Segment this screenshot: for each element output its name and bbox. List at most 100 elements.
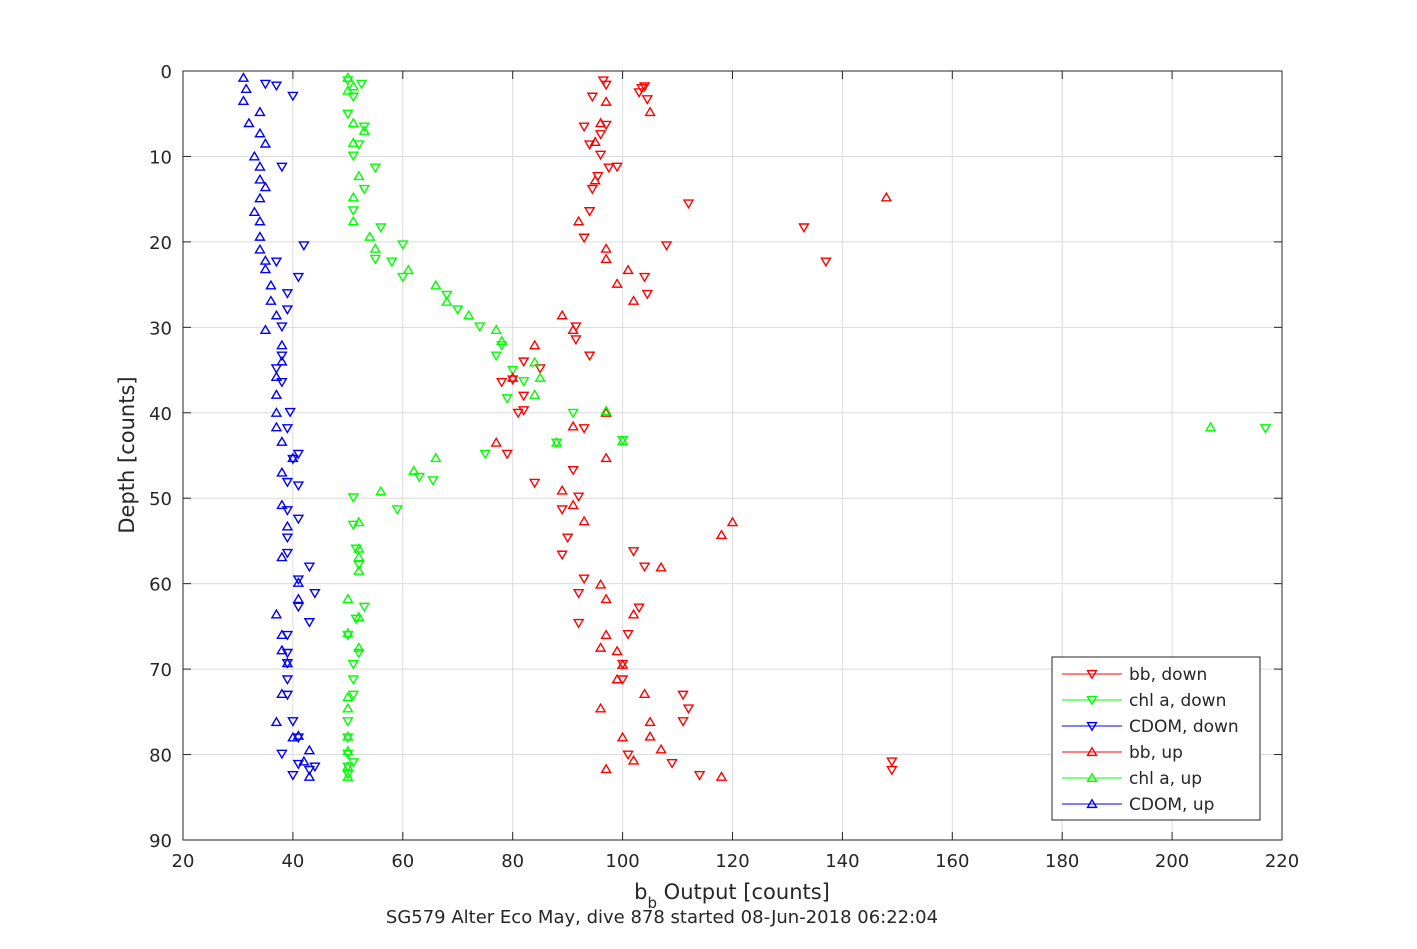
data-point [303,771,316,781]
data-point [292,593,305,604]
data-point [567,408,579,419]
y-tick-label: 10 [149,147,172,168]
data-point [303,562,316,573]
data-point [556,484,568,495]
data-point [644,716,656,727]
data-point [347,758,360,768]
data-point [281,289,294,299]
data-point [655,561,667,572]
data-point [276,322,288,333]
data-point [303,765,316,776]
data-point [342,760,354,771]
data-point [600,593,612,604]
x-tick-label: 200 [1155,851,1189,872]
data-point [240,83,252,94]
legend-entry: CDOM, down [1062,717,1239,737]
data-point [342,717,354,727]
data-point [578,574,590,585]
data-point [270,716,283,727]
data-point [490,437,502,447]
data-point [600,243,612,253]
data-point [353,642,365,652]
data-point [413,472,426,483]
data-point [254,231,266,241]
data-point [567,465,579,476]
legend-marker [1086,746,1098,757]
legend-box [1051,656,1261,821]
series-2 [259,79,321,781]
data-point [726,516,739,527]
data-point [567,499,579,510]
legend-entry: chl a, down [1062,691,1226,711]
data-point [281,506,294,516]
x-axis-label: bb Output [counts] [634,880,830,912]
data-point [281,477,294,488]
data-point [561,533,574,544]
x-axis-label-main: b [634,880,647,904]
legend-entry: chl a, up [1062,769,1202,789]
x-tick-label: 180 [1045,851,1079,872]
y-tick-label: 90 [149,831,172,852]
data-point [281,520,294,531]
data-point [342,109,354,120]
data-point [237,72,250,82]
data-point [594,642,607,652]
data-point [276,551,288,562]
data-point [270,407,283,417]
data-point [342,691,354,702]
data-point [265,279,277,290]
series-5 [237,72,316,781]
data-point [430,452,442,463]
data-point [490,351,502,362]
data-point [281,424,294,434]
data-point [347,659,360,670]
data-point [248,150,261,161]
data-point [375,485,387,496]
y-axis-label: Depth [counts] [115,376,139,533]
data-point [276,377,288,388]
data-point [616,659,629,669]
data-point [287,717,299,727]
data-point [298,241,310,251]
data-point [292,575,305,586]
data-point [276,499,288,510]
data-point [347,191,360,202]
y-tick-label: 60 [149,575,172,596]
legend-marker [1086,798,1098,809]
data-point [578,515,590,526]
data-point [347,92,360,103]
data-point [512,408,524,419]
data-point [600,407,612,417]
data-point [270,81,283,92]
data-point [391,505,404,515]
data-point [397,272,409,283]
data-point [358,125,371,135]
x-tick-label: 100 [605,851,639,872]
data-point [886,757,898,768]
data-point [408,465,420,475]
data-point [350,614,362,625]
data-point [534,372,546,382]
data-point [506,372,519,382]
data-point [427,476,439,486]
data-point [556,550,568,561]
data-point [627,295,640,305]
data-point [353,565,365,575]
data-point [276,688,288,698]
data-point [655,743,667,754]
data-point [641,95,654,105]
data-point [369,243,382,253]
data-point [292,449,305,460]
data-point [567,420,579,431]
data-point [284,407,296,418]
data-point [594,117,607,128]
data-point [1259,424,1272,434]
data-point [259,324,272,334]
legend-marker [1086,669,1098,680]
legend: bb, down chl a, down CDOM, down bb, up chl a… [1051,656,1261,821]
data-point [452,305,464,316]
data-point [570,335,582,345]
data-point [375,223,387,234]
